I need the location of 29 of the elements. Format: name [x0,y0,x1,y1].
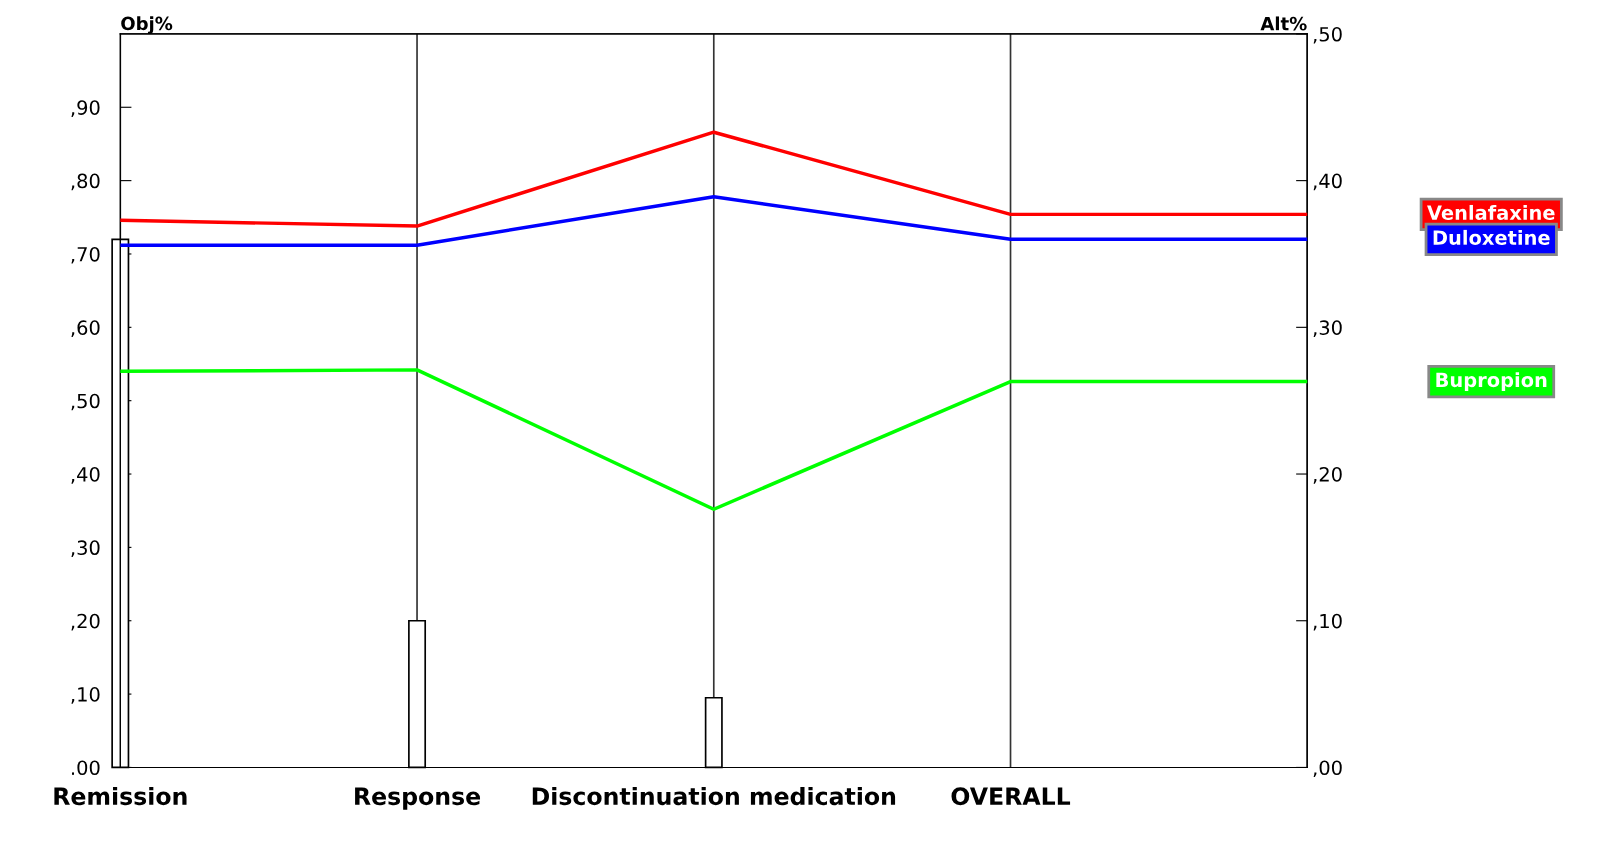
x-tick-label: Response [355,787,481,810]
line-series [120,130,1308,228]
bar [704,696,723,769]
x-tick-label: OVERALL [951,787,1071,806]
y2-tick-label: ,50 [1313,26,1342,44]
y2-tick-label: ,10 [1313,613,1342,631]
line-series [120,368,1308,511]
x-tick-label: Discontinuation medication [532,786,896,806]
y2-tick-label: ,30 [1313,320,1342,337]
text: Venlafaxine [1427,204,1555,221]
bar [408,619,427,769]
y-tick-label: ,60 [71,320,100,337]
text: Bupropion [1436,372,1547,392]
y2-axis-title: Alt% [1260,16,1307,31]
y2-tick-label: ,00 [1313,760,1342,778]
y2-tick-label: ,20 [1313,466,1342,484]
y-tick-label: ,40 [71,466,100,484]
y-tick-label: ,70 [71,246,100,264]
y-tick-label: ,90 [71,100,100,117]
y-tick-label: ,20 [71,613,100,631]
y-tick-label: .00 [72,760,100,776]
y-tick-label: ,50 [71,393,100,411]
x-tick-label: Remission [54,786,187,806]
y-tick-label: ,30 [71,540,100,558]
y-tick-label: ,10 [71,687,100,704]
y-axis-title: Obj% [121,16,173,34]
y-tick-label: ,80 [71,173,100,191]
text: Duloxetine [1433,229,1550,245]
y2-tick-label: ,40 [1313,173,1342,191]
